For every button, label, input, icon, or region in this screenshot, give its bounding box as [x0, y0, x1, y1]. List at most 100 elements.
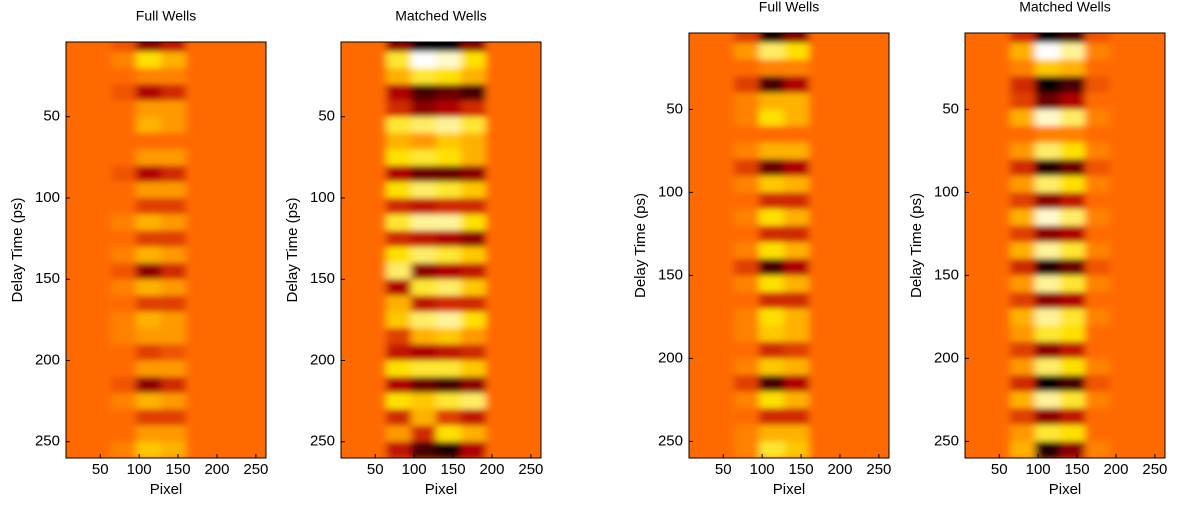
- heatmap-cell: [1010, 275, 1036, 293]
- heatmap-cell: [759, 59, 785, 77]
- heatmap-cell: [783, 325, 810, 343]
- heatmap-cell: [783, 76, 810, 94]
- heatmap-cell: [361, 246, 387, 264]
- heatmap-cell: [734, 109, 760, 127]
- heatmap-cell: [435, 214, 462, 231]
- heatmap-cell: [485, 295, 512, 313]
- heatmap-cell: [985, 92, 1011, 110]
- heatmap-cell: [808, 308, 835, 326]
- heatmap-cell: [361, 328, 387, 345]
- heatmap-cell: [808, 424, 835, 442]
- heatmap-cell: [460, 409, 487, 426]
- heatmap-cell: [833, 391, 860, 409]
- heatmap-cell: [485, 425, 512, 443]
- heatmap-cell: [185, 230, 212, 248]
- heatmap-cell: [136, 360, 162, 378]
- heatmap-cell: [1134, 242, 1161, 260]
- heatmap-cell: [341, 376, 362, 394]
- heatmap-cell: [210, 133, 237, 150]
- heatmap-cell: [808, 76, 835, 94]
- heatmap-cell: [210, 279, 237, 296]
- heatmap-cell: [86, 68, 112, 85]
- heatmap-cell: [833, 291, 860, 310]
- heatmap-cell: [1109, 391, 1136, 409]
- heatmap-cell: [341, 425, 362, 443]
- x-tick-label: 250: [243, 461, 268, 478]
- heatmap-cell: [210, 42, 237, 53]
- heatmap-cell: [759, 358, 785, 376]
- heatmap-cell: [86, 51, 112, 69]
- heatmap-cell: [185, 100, 212, 118]
- heatmap-cell: [341, 295, 362, 313]
- heatmap-cell: [833, 325, 860, 343]
- heatmap-cell: [435, 116, 462, 134]
- heatmap-cell: [1010, 175, 1036, 193]
- heatmap-cell: [759, 142, 785, 160]
- heatmap-cell: [66, 360, 87, 378]
- heatmap-cell: [435, 246, 462, 264]
- heatmap-cell: [411, 181, 437, 199]
- heatmap-cell: [86, 328, 112, 345]
- heatmap-cell: [510, 263, 537, 280]
- heatmap-cell: [783, 142, 810, 160]
- heatmap-cell: [185, 360, 212, 378]
- heatmap-cell: [1109, 374, 1136, 393]
- heatmap-cell: [86, 181, 112, 199]
- heatmap-cell: [86, 425, 112, 443]
- heatmap-cell: [689, 92, 710, 110]
- heatmap-cell: [1084, 374, 1111, 393]
- heatmap-cell: [1109, 441, 1136, 458]
- heatmap-cell: [1035, 242, 1061, 260]
- heatmap-cell: [510, 393, 537, 410]
- heatmap-cell: [1109, 424, 1136, 442]
- heatmap-cell: [460, 230, 487, 248]
- heatmap-cell: [361, 133, 387, 150]
- heatmap-cell: [435, 344, 462, 361]
- heatmap-cell: [734, 275, 760, 293]
- heatmap-cell: [833, 358, 860, 376]
- heatmap-cell: [1134, 42, 1161, 61]
- heatmap-cell: [210, 84, 237, 101]
- heatmap-cell: [111, 295, 137, 313]
- heatmap-cell: [160, 100, 187, 118]
- heatmap-cell: [1084, 275, 1111, 293]
- heatmap-cell: [1084, 408, 1111, 426]
- heatmap-cell: [858, 308, 885, 326]
- heatmap-cell: [485, 149, 512, 166]
- heatmap-cell: [235, 68, 262, 85]
- heatmap-cell: [709, 258, 735, 276]
- heatmap-cell: [1134, 441, 1161, 458]
- heatmap-cell: [783, 33, 810, 44]
- heatmap-cell: [858, 424, 885, 442]
- x-tick-label: 200: [827, 461, 852, 478]
- heatmap-cell: [808, 275, 835, 293]
- heatmap-cell: [689, 291, 710, 310]
- heatmap-cell: [86, 84, 112, 101]
- heatmap-cell: [985, 374, 1011, 393]
- heatmap-cell: [759, 33, 785, 44]
- heatmap-cell: [460, 311, 487, 329]
- heatmap-cell: [361, 360, 387, 378]
- heatmap-cell: [435, 100, 462, 118]
- heatmap-cell: [1084, 125, 1111, 144]
- heatmap-cell: [235, 149, 262, 166]
- heatmap-cell: [985, 59, 1011, 77]
- heatmap-cell: [66, 51, 87, 69]
- heatmap-cell: [709, 159, 735, 177]
- axes-frame: [65, 41, 267, 459]
- heatmap-cell: [460, 263, 487, 280]
- heatmap-cell: [808, 92, 835, 110]
- heatmap-cell: [985, 175, 1011, 193]
- heatmap-cell: [709, 76, 735, 94]
- heatmap-cell: [985, 76, 1011, 94]
- heatmap-cell: [808, 109, 835, 127]
- heatmap-cell: [111, 441, 137, 458]
- heatmap-cell: [709, 42, 735, 61]
- heatmap-cell: [341, 42, 362, 53]
- heatmap-cell: [66, 425, 87, 443]
- heatmap-cell: [985, 291, 1011, 310]
- heatmap-cell: [235, 133, 262, 150]
- heatmap-cell: [709, 325, 735, 343]
- heatmap-cell: [858, 42, 885, 61]
- heatmap-cell: [111, 409, 137, 426]
